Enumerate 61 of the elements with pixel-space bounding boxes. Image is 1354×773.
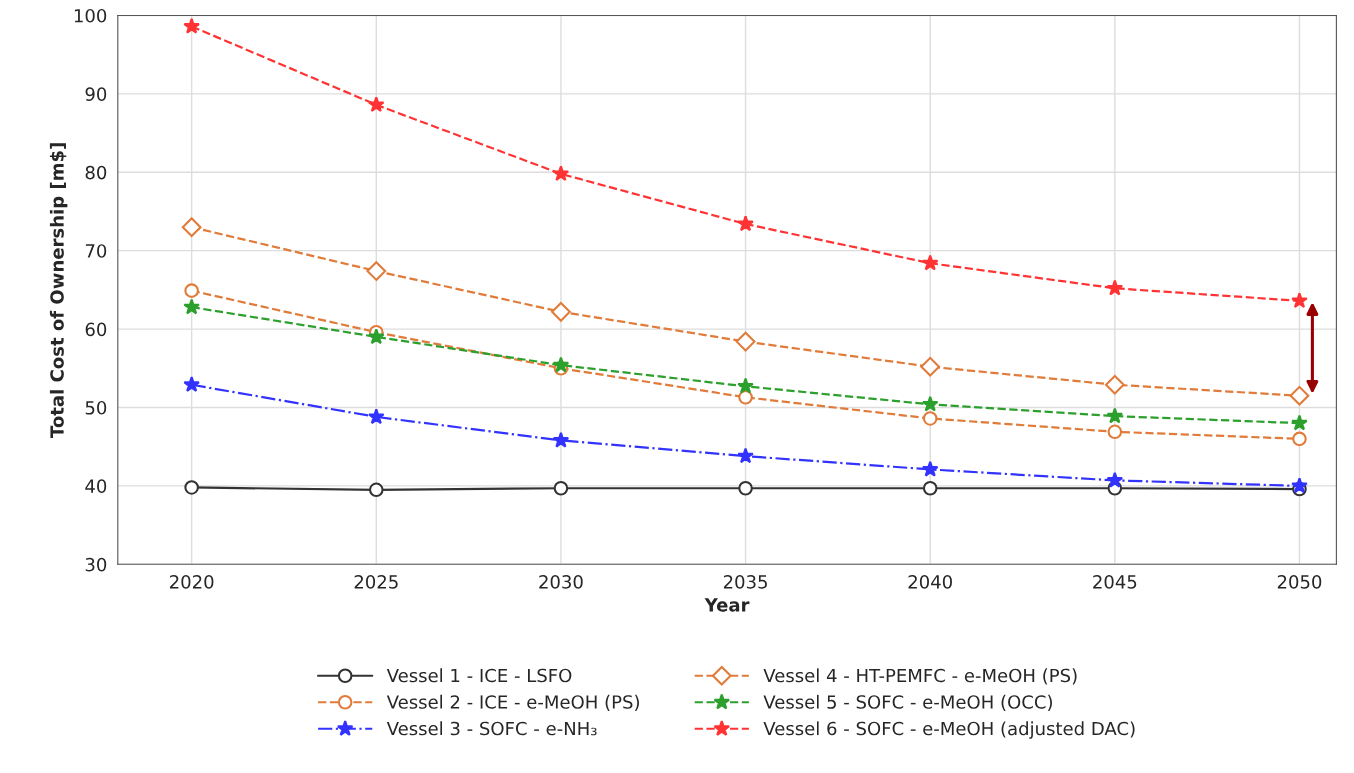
x-tick-label: 2020 <box>170 575 214 589</box>
point <box>552 356 570 373</box>
y-tick-label: 30 <box>85 557 107 572</box>
point <box>737 215 754 232</box>
y-tick-label: 90 <box>85 87 107 101</box>
x-axis-title: Year <box>704 598 750 612</box>
point <box>183 17 200 34</box>
y-axis-title: Total Cost of Ownership [m$] <box>49 143 68 438</box>
y-tick-label: 50 <box>85 400 107 415</box>
point <box>922 411 938 426</box>
point <box>551 301 571 322</box>
point <box>553 480 569 496</box>
x-tick-label: 2025 <box>354 575 398 589</box>
point <box>921 395 939 412</box>
point <box>183 298 200 315</box>
point <box>738 480 753 496</box>
x-tick-label: 2040 <box>908 575 952 589</box>
point <box>921 254 939 271</box>
point <box>367 408 385 425</box>
legend-label: Vessel 5 - SOFC - e-MeOH (OCC) <box>763 694 1052 711</box>
point <box>1289 385 1310 406</box>
point <box>366 261 387 281</box>
x-tick-label: 2045 <box>1093 575 1137 589</box>
x-tick-label: 2035 <box>723 575 767 589</box>
point <box>181 217 202 238</box>
point <box>184 283 199 298</box>
point <box>552 165 570 182</box>
point <box>1292 431 1307 447</box>
point <box>922 480 938 496</box>
y-tick-label: 100 <box>74 8 107 23</box>
point <box>1291 414 1308 431</box>
point <box>1104 374 1125 395</box>
point <box>367 96 385 113</box>
y-tick-label: 70 <box>85 244 107 258</box>
point <box>367 328 385 345</box>
point <box>920 356 941 377</box>
point <box>735 331 756 352</box>
point <box>1291 292 1308 309</box>
point <box>1106 279 1124 296</box>
point <box>183 376 200 392</box>
point <box>1107 424 1123 440</box>
y-tick-label: 60 <box>85 322 107 337</box>
legend-label: Vessel 3 - SOFC - e-NH₃ <box>386 721 597 736</box>
point <box>738 390 753 405</box>
y-tick-label: 40 <box>85 479 107 493</box>
point <box>737 377 754 394</box>
legend-label: Vessel 4 - HT-PEMFC - e-MeOH (PS) <box>763 668 1077 685</box>
point <box>369 482 384 498</box>
legend-label: Vessel 6 - SOFC - e-MeOH (adjusted DAC) <box>763 721 1135 739</box>
x-tick-label: 2050 <box>1277 575 1322 589</box>
point <box>184 480 199 495</box>
point <box>1106 407 1124 424</box>
y-tick-label: 80 <box>85 165 107 180</box>
point <box>921 460 939 477</box>
legend-label: Vessel 1 - ICE - LSFO <box>386 668 572 683</box>
legend-label: Vessel 2 - ICE - e-MeOH (PS) <box>386 694 639 711</box>
point <box>1291 477 1308 494</box>
point <box>1106 471 1124 488</box>
point <box>737 447 754 464</box>
x-tick-label: 2030 <box>539 575 583 589</box>
point <box>552 431 570 448</box>
